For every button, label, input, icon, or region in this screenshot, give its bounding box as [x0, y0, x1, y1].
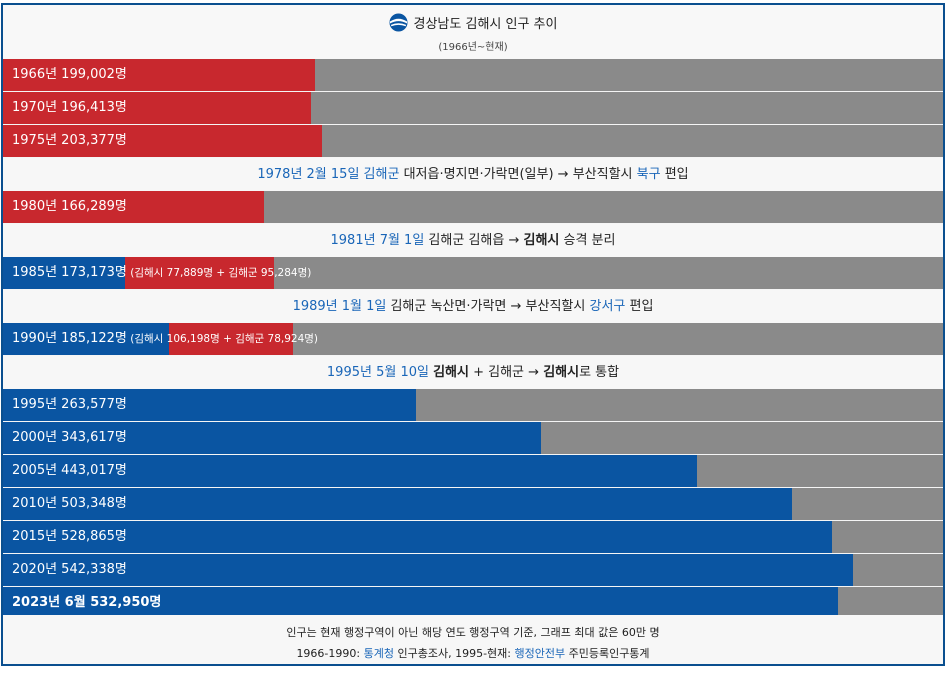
event-note-text: 편입 [625, 299, 654, 314]
event-note-text: 로 통합 [579, 365, 620, 380]
population-label: 2015년 528,865명 [12, 521, 127, 553]
event-note-link[interactable]: 김해군 [363, 167, 400, 182]
population-bar [3, 92, 311, 124]
footer-source-post: 주민등록인구통계 [565, 647, 650, 660]
population-label: 1990년 185,122명 (김해시 106,198명 + 김해군 78,92… [12, 323, 318, 355]
population-row: 1980년 166,289명 [3, 191, 943, 223]
event-note-bold: 김해시 [523, 233, 560, 248]
population-label-main: 2023년 6월 532,950명 [12, 595, 162, 610]
population-label: 2005년 443,017명 [12, 455, 127, 487]
population-label: 2023년 6월 532,950명 [12, 587, 161, 619]
population-row: 1990년 185,122명 (김해시 106,198명 + 김해군 78,92… [3, 323, 943, 355]
event-note-link[interactable]: 1978년 2월 15일 [257, 167, 360, 182]
population-bar [3, 389, 416, 421]
population-label: 1966년 199,002명 [12, 59, 127, 91]
event-note-link[interactable]: 1995년 5월 10일 [326, 365, 429, 380]
chart-title: 경상남도 김해시 인구 추이 [413, 17, 558, 32]
footer-source-mid: 인구총조사, 1995-현재: [393, 647, 515, 660]
population-row: 1970년 196,413명 [3, 92, 943, 124]
population-label-main: 1975년 203,377명 [12, 133, 127, 148]
population-label-main: 1995년 263,577명 [12, 397, 127, 412]
event-note: 1989년 1월 1일 김해군 녹산면·가락면 → 부산직할시 강서구 편입 [3, 290, 943, 323]
population-label-main: 2020년 542,338명 [12, 562, 127, 577]
event-note-text: 편입 [660, 167, 689, 182]
event-note-bold: 김해시 [433, 365, 469, 380]
population-bar [3, 455, 697, 487]
event-note-link[interactable]: 강서구 [589, 299, 626, 314]
population-row: 1975년 203,377명 [3, 125, 943, 157]
population-bar-gimhae-gun [169, 323, 293, 355]
population-row: 2000년 343,617명 [3, 422, 943, 454]
population-label-main: 2005년 443,017명 [12, 463, 127, 478]
population-label: 2020년 542,338명 [12, 554, 127, 586]
event-note-text: + 김해군 → [468, 365, 544, 380]
population-breakdown: (김해시 77,889명 + 김해군 95,284명) [126, 267, 312, 279]
population-label-main: 1980년 166,289명 [12, 199, 127, 214]
event-note: 1995년 5월 10일 김해시 + 김해군 → 김해시로 통합 [3, 356, 943, 389]
population-bar [3, 125, 322, 157]
population-bar [3, 587, 838, 619]
population-row: 2010년 503,348명 [3, 488, 943, 520]
event-note-link[interactable]: 1989년 1월 1일 [292, 299, 387, 314]
population-row: 2005년 443,017명 [3, 455, 943, 487]
event-note-text: 대저읍·명지면·가락면(일부) → 부산직할시 [399, 167, 637, 182]
footer-note: 인구는 현재 행정구역이 아닌 해당 연도 행정구역 기준, 그래프 최대 값은… [286, 626, 660, 639]
population-row: 2023년 6월 532,950명 [3, 587, 943, 619]
population-label: 1980년 166,289명 [12, 191, 127, 223]
chart-header: 경상남도 김해시 인구 추이 (1966년~현재) [3, 5, 943, 59]
population-label-main: 2010년 503,348명 [12, 496, 127, 511]
event-note: 1978년 2월 15일 김해군 대저읍·명지면·가락면(일부) → 부산직할시… [3, 158, 943, 191]
population-bar-gimhae-gun [125, 257, 274, 289]
population-bar [3, 488, 792, 520]
population-label-main: 1970년 196,413명 [12, 100, 127, 115]
population-label: 1975년 203,377명 [12, 125, 127, 157]
chart-subtitle: (1966년~현재) [438, 42, 508, 53]
population-label: 1970년 196,413명 [12, 92, 127, 124]
event-note-link[interactable]: 1981년 7월 1일 [330, 233, 425, 248]
population-row: 1995년 263,577명 [3, 389, 943, 421]
population-bar [3, 554, 853, 586]
population-row: 1985년 173,173명 (김해시 77,889명 + 김해군 95,284… [3, 257, 943, 289]
source-link-mois[interactable]: 행정안전부 [514, 647, 566, 660]
footer-source: 1966-1990: 통계청 인구총조사, 1995-현재: 행정안전부 주민등… [3, 645, 943, 661]
population-label-main: 1985년 173,173명 [12, 265, 127, 280]
population-bar [3, 191, 264, 223]
population-row: 1966년 199,002명 [3, 59, 943, 91]
population-bar-gimhae-si [3, 257, 125, 289]
population-label-main: 2000년 343,617명 [12, 430, 127, 445]
event-note-text: 김해군 녹산면·가락면 → 부산직할시 [386, 299, 590, 314]
chart-title-line: 경상남도 김해시 인구 추이 [3, 13, 943, 32]
population-label: 1995년 263,577명 [12, 389, 127, 421]
gimhae-emblem-icon [388, 13, 408, 32]
population-label-main: 1966년 199,002명 [12, 67, 127, 82]
population-label: 1985년 173,173명 (김해시 77,889명 + 김해군 95,284… [12, 257, 311, 289]
population-bar [3, 422, 541, 454]
event-note-text: 김해군 김해읍 → [424, 233, 524, 248]
population-label-main: 2015년 528,865명 [12, 529, 127, 544]
population-row: 2020년 542,338명 [3, 554, 943, 586]
footer-source-pre: 1966-1990: [296, 647, 364, 660]
chart-footer: 인구는 현재 행정구역이 아닌 해당 연도 행정구역 기준, 그래프 최대 값은… [3, 615, 943, 664]
event-note-bold: 김해시 [543, 365, 580, 380]
population-row: 2015년 528,865명 [3, 521, 943, 553]
population-label: 2000년 343,617명 [12, 422, 127, 454]
chart-frame: 경상남도 김해시 인구 추이 (1966년~현재) 1966년 199,002명… [1, 3, 945, 666]
population-label-main: 1990년 185,122명 [12, 331, 127, 346]
population-bar-gimhae-si [3, 323, 169, 355]
source-link-kostat[interactable]: 통계청 [363, 647, 394, 660]
population-bar [3, 59, 315, 91]
event-note-link[interactable]: 북구 [636, 167, 661, 182]
population-bar [3, 521, 832, 553]
event-note: 1981년 7월 1일 김해군 김해읍 → 김해시 승격 분리 [3, 224, 943, 257]
event-note-text: 승격 분리 [559, 233, 616, 248]
population-label: 2010년 503,348명 [12, 488, 127, 520]
population-breakdown: (김해시 106,198명 + 김해군 78,924명) [126, 333, 319, 345]
